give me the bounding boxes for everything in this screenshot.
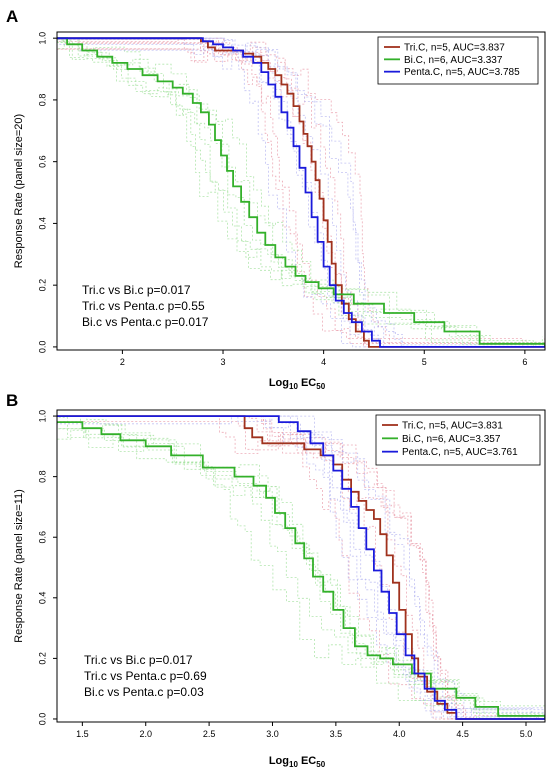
x-axis-title-part: 50 xyxy=(316,382,325,391)
y-tick-label: 0.6 xyxy=(37,531,47,544)
x-tick-label: 4.0 xyxy=(393,729,406,739)
legend-entry: Tri.C, n=5, AUC=3.837 xyxy=(404,43,505,54)
x-axis-title-part: 10 xyxy=(289,760,298,768)
y-axis-title: Response Rate (panel size=20) xyxy=(13,114,25,268)
x-tick-label: 3.0 xyxy=(266,729,279,739)
p-value-annotation: Tri.c vs Penta.c p=0.69 xyxy=(84,669,207,683)
x-axis-title-part: EC xyxy=(298,377,316,389)
individual-curve-bic xyxy=(59,428,545,707)
legend-entry: Tri.C, n=5, AUC=3.831 xyxy=(402,421,503,432)
individual-curve-pentac xyxy=(57,415,545,719)
individual-curve-pentac xyxy=(74,415,545,709)
individual-curve-bic xyxy=(57,37,543,348)
x-axis-title-part: EC xyxy=(298,755,316,767)
x-tick-label: 3.5 xyxy=(330,729,343,739)
p-value-annotation: Tri.c vs Bi.c p=0.017 xyxy=(82,283,191,297)
x-tick-label: 1.5 xyxy=(76,729,89,739)
individual-curve-pentac xyxy=(79,45,545,346)
x-tick-label: 5.0 xyxy=(520,729,533,739)
x-axis-title-part: 50 xyxy=(316,760,325,768)
y-tick-label: 0.0 xyxy=(37,713,47,726)
x-tick-label: 4.5 xyxy=(456,729,469,739)
legend-box xyxy=(377,36,539,85)
legend-entry: Bi.C, n=6, AUC=3.357 xyxy=(402,434,501,445)
series-line-pentac xyxy=(57,415,545,720)
plot-area xyxy=(57,37,545,348)
x-tick-label: 5 xyxy=(422,357,427,367)
y-tick-label: 0.8 xyxy=(37,94,47,107)
individual-curve-tric xyxy=(57,38,524,347)
y-tick-label: 0.4 xyxy=(37,217,47,230)
panel-b: B 0.0 0.2 0.4 0.6 0.8 1.0 1.5 2.0 2.5 3.0 3.5 4.0 4.5… xyxy=(6,391,546,768)
p-value-annotation: Tri.c vs Penta.c p=0.55 xyxy=(82,299,205,313)
x-axis-title-part: Log xyxy=(269,755,289,767)
individual-curve-bic xyxy=(58,424,545,719)
p-value-annotation: Bi.c vs Penta.c p=0.017 xyxy=(82,315,209,329)
legend-box xyxy=(375,414,541,466)
series-line-pentac xyxy=(57,37,545,348)
panel-a: A 0.0 0.2 0.4 0.6 0.8 1.0 2 3 4 5 6 Response Rate (p… xyxy=(6,7,546,391)
individual-curve-tric xyxy=(64,37,545,344)
y-tick-label: 0.6 xyxy=(37,155,47,168)
individual-curve-tric xyxy=(57,47,527,344)
x-tick-label: 6 xyxy=(522,357,527,367)
individual-curve-pentac xyxy=(78,37,545,348)
y-tick-label: 1.0 xyxy=(37,410,47,423)
x-tick-label: 2.5 xyxy=(203,729,216,739)
individual-curve-bic xyxy=(57,429,519,715)
y-axis-title: Response Rate (panel size=11) xyxy=(13,489,25,643)
plot-frame xyxy=(56,31,546,351)
individual-curve-bic xyxy=(57,37,537,348)
x-axis-title: Log10 EC50 xyxy=(269,755,326,768)
individual-curve-bic xyxy=(67,38,545,343)
legend-entry: Penta.C, n=5, AUC=3.761 xyxy=(402,447,518,458)
individual-curve-tric xyxy=(61,415,545,720)
x-tick-label: 2.0 xyxy=(139,729,152,739)
legend-entry: Bi.C, n=6, AUC=3.337 xyxy=(404,55,503,66)
individual-curve-pentac xyxy=(57,415,537,720)
x-tick-label: 3 xyxy=(221,357,226,367)
series-line-tric xyxy=(57,415,545,720)
series-line-bic xyxy=(57,37,545,347)
x-tick-label: 2 xyxy=(120,357,125,367)
individual-curve-pentac xyxy=(72,415,545,720)
y-tick-label: 0.2 xyxy=(37,279,47,292)
p-value-annotation: Tri.c vs Bi.c p=0.017 xyxy=(84,653,193,667)
individual-curve-bic xyxy=(57,37,529,347)
individual-curve-bic xyxy=(57,417,532,717)
legend-entry: Penta.C, n=5, AUC=3.785 xyxy=(404,67,520,78)
panel-letter: A xyxy=(6,7,18,26)
plot-frame xyxy=(56,409,546,723)
y-tick-label: 0.8 xyxy=(37,470,47,483)
panel-letter: B xyxy=(6,391,18,410)
y-tick-label: 0.0 xyxy=(37,341,47,354)
y-tick-label: 0.4 xyxy=(37,592,47,605)
x-axis-title-part: Log xyxy=(269,377,289,389)
x-axis-title-part: 10 xyxy=(289,382,298,391)
x-axis-title: Log10 EC50 xyxy=(269,377,326,391)
series-line-bic xyxy=(57,421,545,719)
y-tick-label: 0.2 xyxy=(37,652,47,665)
individual-curve-tric xyxy=(74,415,545,719)
x-tick-label: 4 xyxy=(321,357,326,367)
y-tick-label: 1.0 xyxy=(37,32,47,45)
p-value-annotation: Bi.c vs Penta.c p=0.03 xyxy=(84,685,204,699)
plot-area xyxy=(57,415,545,720)
